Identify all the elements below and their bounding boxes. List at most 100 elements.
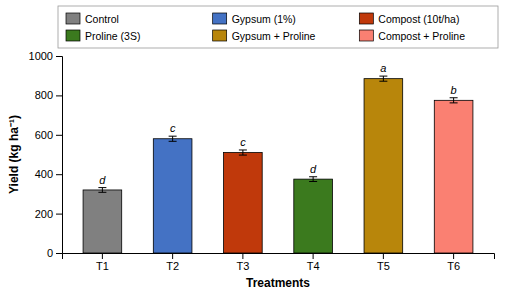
marks (83, 76, 473, 253)
bar (83, 190, 122, 253)
legend-label: Compost + Proline (378, 30, 465, 42)
error-bar (309, 177, 317, 182)
x-tick-label: T1 (96, 260, 109, 272)
y-tick: 800 (35, 89, 62, 101)
legend-label: Control (85, 13, 119, 25)
chart: 0 200 400 600 800 1000 T1 T2 T3 T4 T5 T6 d c c d a b Treat… (0, 0, 508, 293)
error-cap (450, 97, 458, 98)
error-cap (239, 149, 247, 150)
bar (224, 153, 263, 253)
y-tick-label: 800 (35, 89, 53, 101)
legend-swatch (213, 13, 227, 24)
x-tick: T1 (96, 253, 109, 272)
error-cap (169, 136, 177, 137)
error-line (102, 188, 103, 193)
y-tick-label: 0 (47, 247, 53, 259)
error-bar (379, 76, 387, 81)
legend-item: Compost + Proline (359, 30, 465, 42)
significance-letter: b (451, 84, 457, 96)
error-cap (239, 155, 247, 156)
error-cap (379, 81, 387, 82)
annotations: d c c d a b (99, 62, 456, 186)
x-tick-mark (313, 253, 314, 259)
significance-letter: d (99, 174, 106, 186)
y-tick: 1000 (29, 50, 62, 62)
x-tick-mark (383, 253, 384, 259)
y-tick-mark (56, 214, 62, 215)
legend-item: Gypsum + Proline (213, 30, 316, 42)
x-axis-line (63, 254, 495, 260)
error-bar (450, 98, 458, 103)
error-cap (309, 181, 317, 182)
y-tick-label: 200 (35, 208, 53, 220)
y-axis-title: Yield (kg ha⁻¹) (7, 115, 21, 194)
x-tick-label: T5 (377, 260, 390, 272)
y-tick-mark (56, 174, 62, 175)
error-cap (379, 76, 387, 77)
x-axis: T1 T2 T3 T4 T5 T6 (63, 253, 495, 272)
legend-frame (58, 6, 498, 48)
error-line (242, 150, 243, 155)
y-tick-mark (56, 56, 62, 57)
bar (294, 179, 333, 253)
significance-letter: a (380, 62, 386, 74)
bar (434, 100, 473, 253)
bar (153, 139, 192, 253)
x-tick: T4 (307, 253, 320, 272)
legend-swatch (66, 13, 80, 24)
legend-swatch (359, 13, 373, 24)
legend: Control Gypsum (1%) Compost (10t/ha) Prolin… (58, 6, 498, 48)
y-tick: 0 (47, 247, 62, 259)
y-tick: 400 (35, 168, 62, 180)
legend-item: Proline (3S) (66, 30, 140, 42)
x-tick: T5 (377, 253, 390, 272)
legend-swatch (66, 30, 80, 41)
x-tick-mark (242, 253, 243, 259)
error-cap (98, 192, 106, 193)
y-tick-label: 400 (35, 168, 53, 180)
error-cap (169, 141, 177, 142)
error-cap (450, 102, 458, 103)
legend-label: Gypsum + Proline (232, 30, 316, 42)
x-tick-label: T6 (447, 260, 460, 272)
legend-item: Compost (10t/ha) (359, 13, 459, 25)
y-tick: 200 (35, 208, 62, 220)
legend-label: Proline (3S) (85, 30, 140, 42)
x-tick-mark (102, 253, 103, 259)
y-tick-mark (56, 253, 62, 254)
x-tick-label: T4 (307, 260, 320, 272)
x-axis-title: Treatments (246, 276, 310, 290)
x-tick: T3 (236, 253, 249, 272)
legend-label: Gypsum (1%) (232, 13, 296, 25)
y-axis: 0 200 400 600 800 1000 (29, 50, 63, 259)
error-bar (169, 136, 177, 141)
error-bar (239, 150, 247, 155)
error-cap (98, 187, 106, 188)
plot: 0 200 400 600 800 1000 T1 T2 T3 T4 T5 T6 d c c d a b Treat… (7, 50, 495, 290)
legend-item: Control (66, 13, 119, 25)
legend-swatch (213, 30, 227, 41)
legend-swatch (359, 30, 373, 41)
legend-item: Gypsum (1%) (213, 13, 296, 25)
y-axis-line (56, 57, 63, 254)
y-tick-label: 600 (35, 129, 53, 141)
error-cap (309, 176, 317, 177)
x-tick-mark (453, 253, 454, 259)
legend-label: Compost (10t/ha) (378, 13, 459, 25)
y-tick-mark (56, 95, 62, 96)
y-tick: 600 (35, 129, 62, 141)
x-tick: T2 (166, 253, 179, 272)
x-tick-label: T3 (236, 260, 249, 272)
error-line (172, 136, 173, 141)
y-tick-mark (56, 135, 62, 136)
y-tick-label: 1000 (29, 50, 53, 62)
error-line (383, 76, 384, 81)
significance-letter: d (310, 163, 317, 175)
significance-letter: c (240, 136, 246, 148)
bar (364, 79, 403, 253)
significance-letter: c (170, 122, 176, 134)
x-tick: T6 (447, 253, 460, 272)
x-tick-mark (172, 253, 173, 259)
x-tick-label: T2 (166, 260, 179, 272)
error-line (453, 98, 454, 103)
